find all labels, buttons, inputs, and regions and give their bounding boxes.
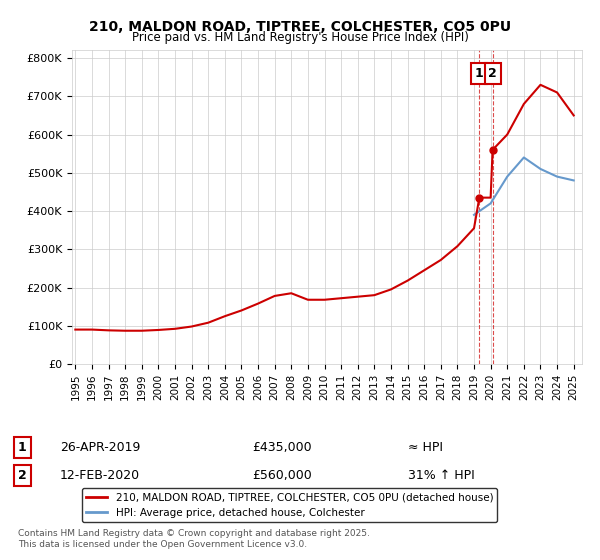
Legend: 210, MALDON ROAD, TIPTREE, COLCHESTER, CO5 0PU (detached house), HPI: Average pr: 210, MALDON ROAD, TIPTREE, COLCHESTER, C… bbox=[82, 488, 497, 522]
Text: ≈ HPI: ≈ HPI bbox=[408, 441, 443, 454]
Text: 1: 1 bbox=[475, 67, 484, 80]
Text: 1: 1 bbox=[18, 441, 27, 454]
Text: 12-FEB-2020: 12-FEB-2020 bbox=[60, 469, 140, 482]
Text: 31% ↑ HPI: 31% ↑ HPI bbox=[408, 469, 475, 482]
Text: 26-APR-2019: 26-APR-2019 bbox=[60, 441, 140, 454]
Text: Price paid vs. HM Land Registry's House Price Index (HPI): Price paid vs. HM Land Registry's House … bbox=[131, 31, 469, 44]
Text: £435,000: £435,000 bbox=[252, 441, 311, 454]
Text: 2: 2 bbox=[488, 67, 497, 80]
Text: Contains HM Land Registry data © Crown copyright and database right 2025.
This d: Contains HM Land Registry data © Crown c… bbox=[18, 529, 370, 549]
Text: 2: 2 bbox=[18, 469, 27, 482]
Text: 210, MALDON ROAD, TIPTREE, COLCHESTER, CO5 0PU: 210, MALDON ROAD, TIPTREE, COLCHESTER, C… bbox=[89, 20, 511, 34]
Text: £560,000: £560,000 bbox=[252, 469, 312, 482]
